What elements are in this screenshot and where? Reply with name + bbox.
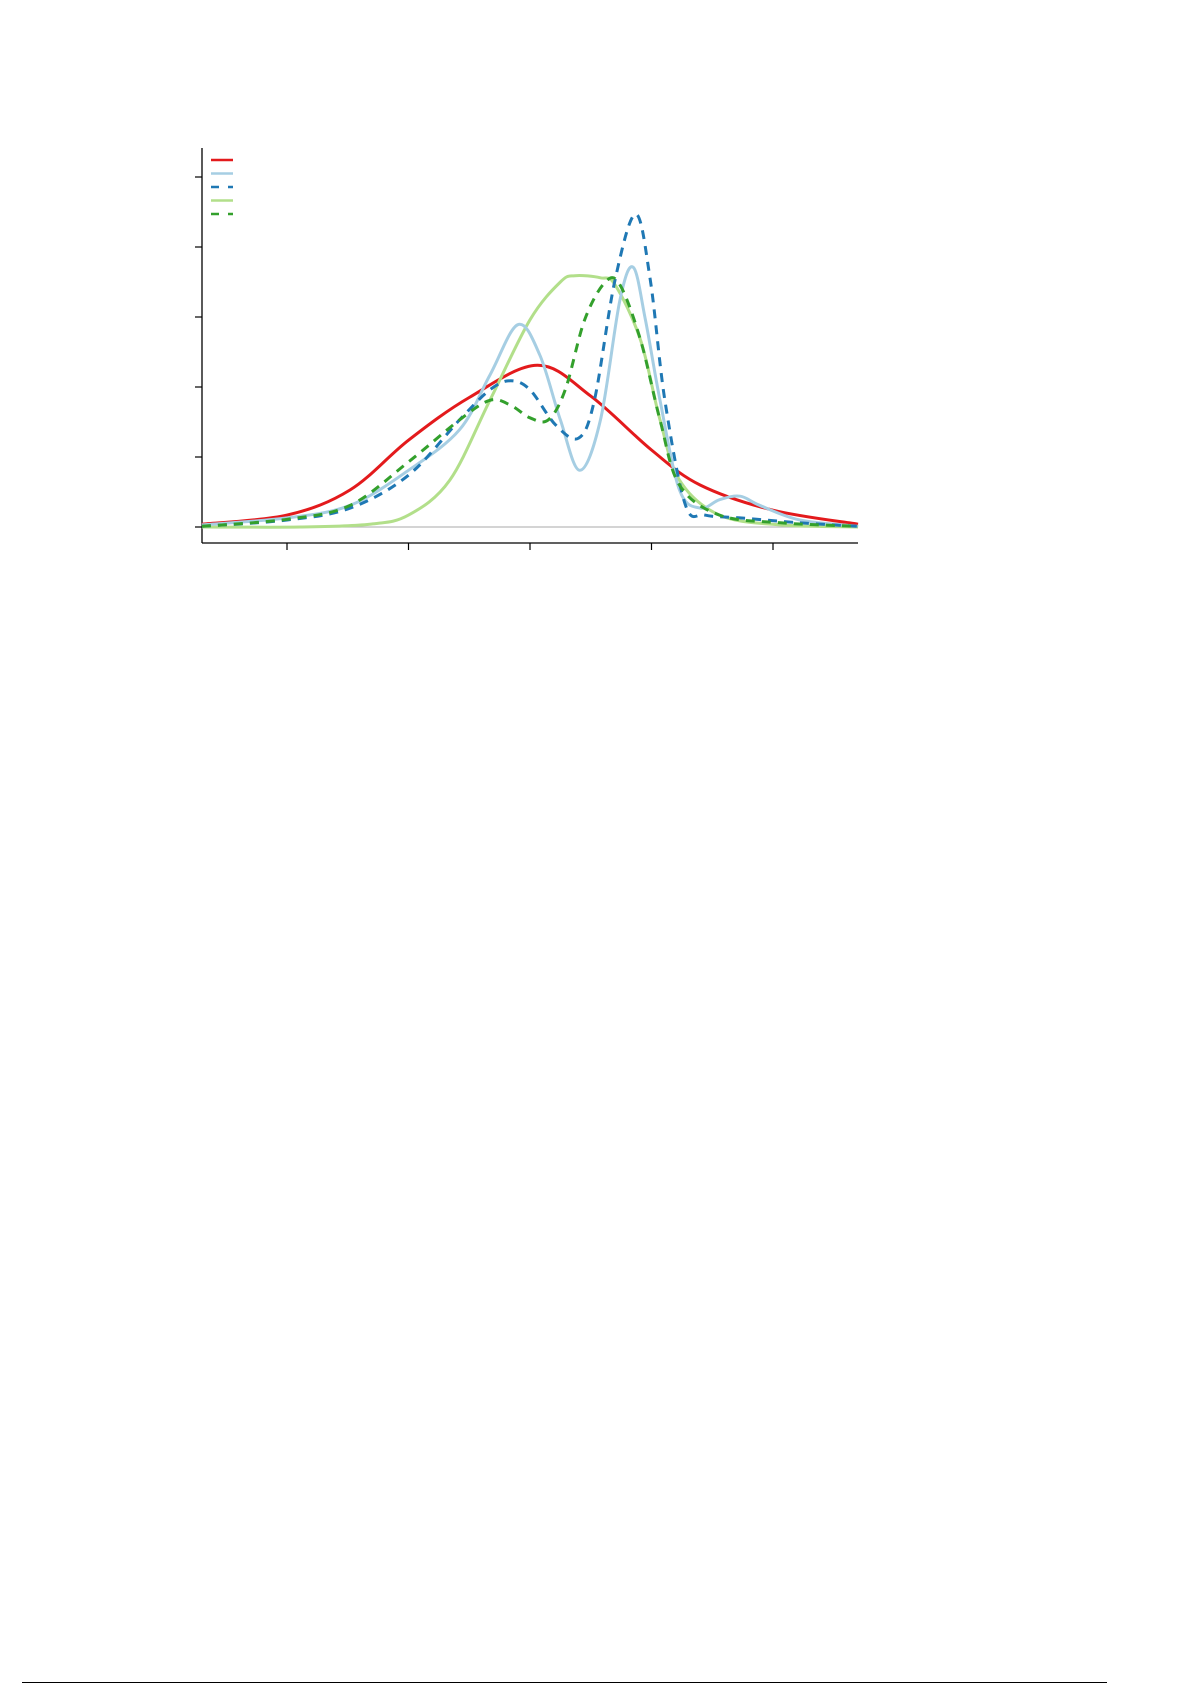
series-line-4 — [201, 274, 859, 529]
page-bottom-rule — [22, 1682, 1107, 1683]
axes — [195, 148, 858, 550]
series-lines — [201, 212, 859, 529]
series-line-1 — [201, 363, 859, 526]
series-line-2 — [201, 265, 859, 528]
legend — [211, 158, 233, 216]
series-line-5 — [201, 276, 859, 528]
series-line-3 — [201, 212, 859, 528]
